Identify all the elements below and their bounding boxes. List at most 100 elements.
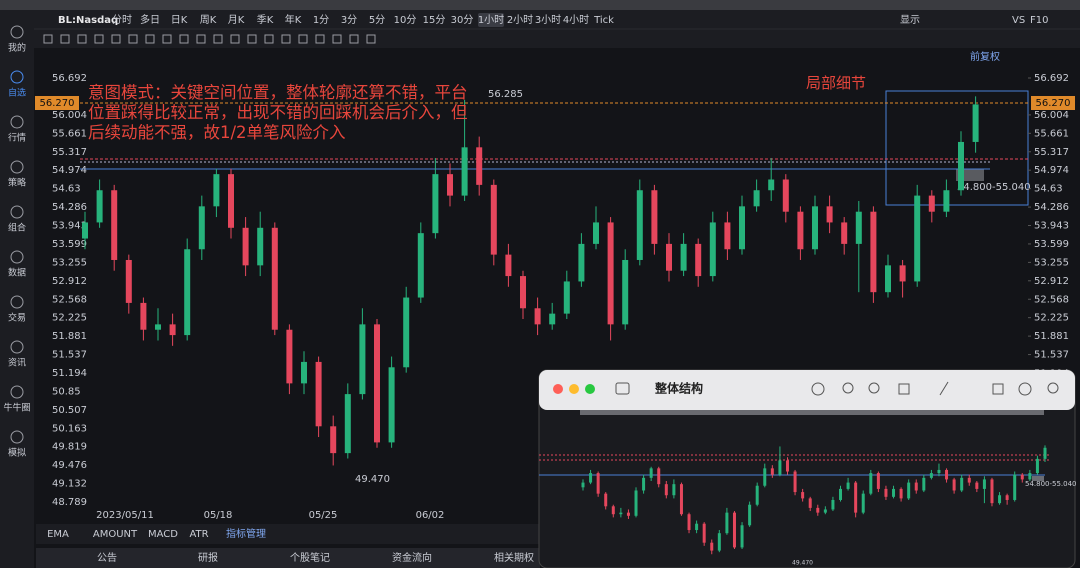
nav-label[interactable]: 模拟 (8, 447, 26, 459)
nav-icon[interactable] (10, 25, 24, 39)
period-tab[interactable]: 周K (200, 14, 217, 26)
nav-icon[interactable] (10, 295, 24, 309)
candle-body (611, 506, 615, 515)
candle-body (344, 394, 351, 454)
tool-icon[interactable] (213, 34, 223, 44)
nav-label[interactable]: 行情 (8, 132, 26, 144)
candle-body (885, 265, 891, 293)
tool-icon[interactable] (332, 34, 342, 44)
indicator-tab[interactable]: MACD (148, 529, 178, 540)
vs-button[interactable]: VS (1012, 15, 1025, 26)
period-tab[interactable]: 5分 (369, 14, 385, 26)
candle-body (823, 509, 827, 513)
candle-body (812, 206, 818, 250)
bottom-tab[interactable]: 公告 (97, 551, 117, 564)
tool-icon[interactable] (298, 34, 308, 44)
nav-label[interactable]: 自选 (8, 87, 26, 99)
indicator-tab[interactable]: 指标管理 (226, 527, 266, 540)
zoom-button[interactable] (585, 384, 595, 394)
period-tab[interactable]: 1分 (313, 14, 329, 26)
nav-icon[interactable] (10, 340, 24, 354)
nav-icon[interactable] (10, 385, 24, 399)
candle-body (140, 302, 147, 330)
period-tab[interactable]: 日K (171, 15, 188, 26)
period-tab[interactable]: 3分 (341, 14, 357, 26)
candle-body (242, 227, 249, 266)
indicator-tab[interactable]: AMOUNT (93, 529, 138, 540)
nav-icon[interactable] (10, 115, 24, 129)
candle-body (782, 179, 789, 212)
nav-icon[interactable] (10, 430, 24, 444)
display-menu[interactable]: 显示 (900, 14, 920, 26)
tool-icon[interactable] (349, 34, 359, 44)
period-tab[interactable]: 季K (257, 14, 274, 26)
bottom-tab[interactable]: 研报 (198, 551, 218, 564)
nav-icon[interactable] (10, 205, 24, 219)
tool-icon[interactable] (128, 34, 138, 44)
period-tab[interactable]: 分时 (112, 14, 132, 26)
tool-icon[interactable] (162, 34, 172, 44)
period-tab[interactable]: 15分 (423, 14, 446, 26)
period-tab[interactable]: 10分 (394, 14, 417, 26)
period-tab[interactable]: 3小时 (535, 14, 561, 26)
candle-body (755, 485, 759, 505)
candle-body (801, 492, 805, 499)
tool-icon[interactable] (179, 34, 189, 44)
candle-body (732, 512, 736, 548)
candle-body (593, 222, 599, 244)
nav-label[interactable]: 资讯 (8, 358, 26, 369)
tool-icon[interactable] (281, 34, 291, 44)
tool-icon[interactable] (145, 34, 155, 44)
candle-body (301, 361, 307, 384)
indicator-tab[interactable]: ATR (189, 529, 208, 540)
nav-label[interactable]: 组合 (8, 222, 26, 234)
tool-icon[interactable] (366, 34, 376, 44)
tool-icon[interactable] (230, 34, 240, 44)
tool-icon[interactable] (247, 34, 257, 44)
nav-label[interactable]: 策略 (8, 177, 26, 189)
adjust-menu[interactable]: 前复权 (970, 50, 1000, 63)
candle-body (899, 488, 903, 499)
nav-label[interactable]: 数据 (8, 267, 26, 279)
indicator-tab[interactable]: EMA (47, 529, 69, 540)
nav-label[interactable]: 我的 (8, 42, 26, 54)
candle-body (998, 495, 1002, 504)
close-button[interactable] (553, 384, 563, 394)
tool-icon[interactable] (43, 34, 53, 44)
bottom-tab[interactable]: 资金流向 (392, 551, 432, 564)
candle-body (928, 195, 935, 212)
period-tab[interactable]: 1小时 (478, 14, 504, 26)
tool-icon[interactable] (111, 34, 121, 44)
period-tab[interactable]: 月K (228, 14, 245, 26)
period-tab[interactable]: 多日 (140, 13, 160, 26)
bottom-tab[interactable]: 个股笔记 (290, 551, 330, 564)
nav-icon[interactable] (10, 70, 24, 84)
tool-icon[interactable] (60, 34, 70, 44)
period-tab[interactable]: 4小时 (563, 14, 589, 26)
nav-icon[interactable] (10, 250, 24, 264)
period-tab[interactable]: 2小时 (507, 14, 533, 26)
period-tab[interactable]: Tick (593, 15, 614, 26)
candle-body (739, 206, 745, 250)
window-bar (0, 0, 1080, 10)
tool-icon[interactable] (264, 34, 274, 44)
bottom-tab[interactable]: 相关期权 (494, 551, 534, 564)
tool-icon[interactable] (94, 34, 104, 44)
tool-icon[interactable] (196, 34, 206, 44)
symbol[interactable]: BL:Nasdaq (58, 15, 118, 26)
candle-body (975, 482, 979, 489)
tool-icon[interactable] (315, 34, 325, 44)
candle-body (271, 227, 278, 330)
period-tab[interactable]: 年K (285, 13, 302, 26)
candle-body (520, 276, 526, 309)
sidebar-icon[interactable] (615, 382, 630, 395)
nav-label[interactable]: 牛牛圈 (3, 402, 30, 414)
period-tab[interactable]: 30分 (451, 14, 474, 26)
candle-body (1028, 473, 1032, 480)
f10-button[interactable]: F10 (1030, 15, 1048, 26)
nav-label[interactable]: 交易 (8, 312, 26, 324)
nav-icon[interactable] (10, 160, 24, 174)
minimize-button[interactable] (569, 384, 579, 394)
candle-body (982, 479, 986, 489)
tool-icon[interactable] (77, 34, 87, 44)
